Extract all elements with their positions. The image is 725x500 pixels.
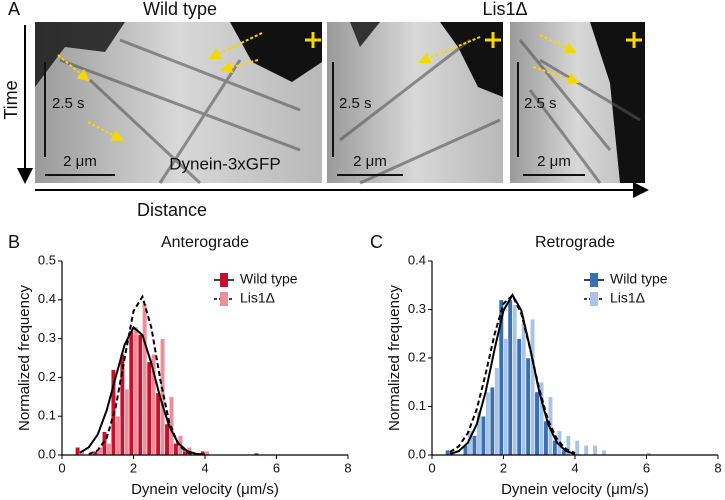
legend-label: Wild type — [610, 271, 668, 287]
y-tick-label: 0.1 — [408, 398, 426, 413]
bar — [494, 367, 500, 456]
bar — [530, 318, 536, 456]
legend-swatch — [220, 292, 228, 306]
bar — [124, 388, 130, 456]
panel-letter: C — [370, 232, 383, 252]
legend-label: Lis1Δ — [610, 290, 645, 306]
legend-label: Wild type — [240, 271, 298, 287]
fit-curve — [79, 325, 206, 456]
x-axis-label: Dynein velocity (μm/s) — [501, 481, 649, 498]
x-tick-label: 2 — [130, 460, 137, 475]
chart-title: Anterograde — [161, 234, 249, 251]
y-axis-label: Normalized frequency — [16, 285, 33, 431]
y-tick-label: 0.2 — [38, 369, 56, 384]
x-tick-label: 2 — [500, 460, 507, 475]
x-tick-label: 6 — [643, 460, 650, 475]
panel-letter: B — [8, 232, 20, 252]
marker-label: Dynein-3xGFP — [169, 154, 280, 173]
y-tick-label: 0.4 — [408, 252, 426, 267]
chart-title: Retrograde — [535, 234, 615, 251]
x-tick-label: 0 — [428, 460, 435, 475]
legend-swatch — [220, 273, 228, 287]
y-axis-label: Normalized frequency — [386, 285, 403, 431]
y-tick-label: 0.2 — [408, 349, 426, 364]
legend-swatch — [590, 273, 598, 287]
x-tick-label: 0 — [58, 460, 65, 475]
bar — [574, 440, 580, 456]
group-label: Lis1Δ — [482, 0, 527, 19]
fit-curve — [449, 292, 576, 455]
legend-swatch — [590, 292, 598, 306]
bar — [543, 420, 549, 456]
bar — [471, 435, 477, 456]
bar — [512, 304, 518, 456]
x-tick-label: 4 — [571, 460, 578, 475]
y-tick-label: 0.4 — [38, 291, 56, 306]
panel-letter: A — [8, 0, 20, 19]
annotation-arrows — [57, 32, 580, 141]
bar — [137, 334, 143, 456]
bar — [503, 338, 509, 456]
y-tick-label: 0.1 — [38, 408, 56, 423]
y-tick-label: 0.5 — [38, 252, 56, 267]
scale-bars — [44, 62, 585, 176]
bar — [485, 391, 491, 456]
time-scale-label: 2.5 s — [524, 95, 557, 112]
legend-label: Lis1Δ — [240, 290, 275, 306]
bar — [516, 338, 522, 456]
bar — [583, 445, 589, 456]
time-scale-label: 2.5 s — [52, 95, 85, 112]
bar — [155, 392, 161, 456]
fit-curve — [88, 294, 197, 456]
bar — [119, 353, 125, 456]
bar — [128, 330, 134, 456]
bar — [75, 446, 81, 456]
x-tick-label: 8 — [344, 460, 351, 475]
y-tick-label: 0.0 — [408, 446, 426, 461]
distance-label: Distance — [137, 200, 207, 220]
bar — [133, 326, 139, 456]
bar — [507, 299, 513, 456]
distance-scale-label: 2 μm — [537, 153, 571, 170]
distance-scale-label: 2 μm — [353, 153, 387, 170]
time-label: Time — [1, 80, 21, 119]
bar — [592, 445, 598, 456]
x-tick-label: 6 — [273, 460, 280, 475]
x-axis-label: Dynein velocity (μm/s) — [131, 481, 279, 498]
bar — [489, 386, 495, 456]
y-tick-label: 0.3 — [38, 330, 56, 345]
distance-scale-label: 2 μm — [63, 153, 97, 170]
bar — [534, 391, 540, 456]
bar — [146, 361, 152, 456]
fit-curve — [449, 293, 576, 454]
bar — [115, 415, 121, 456]
plus-icons — [305, 32, 642, 48]
bar — [521, 323, 527, 456]
x-tick-label: 8 — [714, 460, 721, 475]
bar — [480, 415, 486, 456]
bar — [525, 357, 531, 456]
bar — [164, 423, 170, 456]
y-tick-label: 0.3 — [408, 301, 426, 316]
bar — [601, 449, 607, 456]
bar — [106, 443, 112, 456]
time-scale-label: 2.5 s — [339, 95, 372, 112]
x-tick-label: 4 — [201, 460, 208, 475]
y-tick-label: 0.0 — [38, 446, 56, 461]
group-label: Wild type — [143, 0, 217, 19]
bar — [142, 303, 148, 456]
bar — [445, 449, 451, 456]
